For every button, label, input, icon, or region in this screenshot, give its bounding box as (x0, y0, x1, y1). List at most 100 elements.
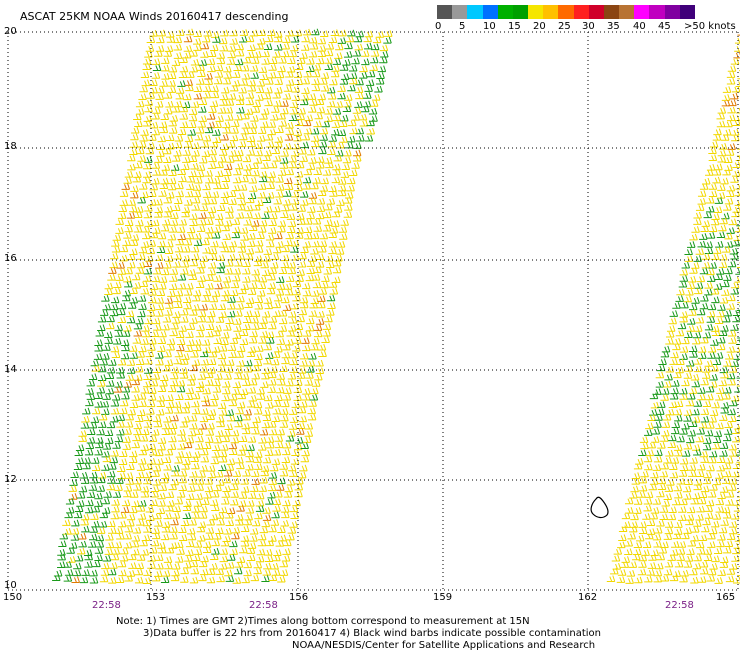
wind-barb (653, 455, 663, 463)
wind-barb (122, 289, 131, 297)
wind-barb (238, 183, 248, 191)
wind-barb (186, 527, 196, 535)
wind-barb (707, 345, 717, 353)
wind-barb (111, 245, 121, 253)
wind-barb (629, 525, 638, 533)
wind-barb (231, 120, 240, 127)
lon-label-156: 156 (289, 592, 309, 603)
wind-barb (58, 540, 67, 548)
wind-barb (118, 569, 127, 577)
wind-barb (258, 175, 268, 183)
wind-barb (263, 297, 273, 304)
wind-barb (302, 330, 312, 337)
scale-swatch-5 (512, 5, 529, 19)
wind-barb (151, 72, 161, 79)
wind-barb (123, 324, 132, 332)
wind-barb (340, 64, 349, 71)
wind-barb (139, 134, 148, 142)
wind-barb (128, 506, 138, 514)
wind-barb (302, 393, 311, 401)
wind-barb (211, 176, 221, 184)
wind-barb (202, 183, 211, 191)
wind-barb (663, 533, 673, 540)
wind-barb (64, 569, 74, 576)
wind-barb (131, 441, 141, 449)
wind-barb (301, 87, 310, 94)
wind-barb (229, 289, 239, 296)
wind-barb (722, 86, 732, 93)
wind-barb (221, 175, 231, 183)
wind-barb (320, 72, 330, 79)
wind-barb (112, 442, 121, 449)
wind-barb (644, 463, 653, 471)
wind-barb (354, 101, 363, 108)
wind-barb (239, 444, 248, 451)
wind-barb (679, 464, 689, 472)
wind-barb (156, 408, 165, 416)
wind-barb (290, 190, 300, 198)
wind-barb (207, 261, 217, 269)
wind-barb (261, 575, 270, 582)
wind-barb (655, 562, 664, 570)
wind-barb (236, 401, 246, 409)
wind-barb (292, 344, 301, 352)
wind-barb (648, 483, 658, 491)
wind-barb (718, 261, 728, 268)
wind-barb (216, 575, 225, 583)
wind-barb (263, 248, 273, 255)
wind-barb (302, 289, 312, 297)
wind-barb (211, 504, 220, 512)
wind-barb (131, 500, 140, 507)
wind-barb (308, 310, 318, 317)
wind-barb (246, 148, 255, 156)
wind-barb (719, 449, 728, 457)
wind-barb (337, 92, 346, 100)
wind-barb (169, 275, 178, 282)
wind-barb (171, 105, 181, 113)
wind-barb (369, 64, 378, 71)
wind-barb (697, 190, 707, 197)
wind-barb (630, 485, 639, 493)
wind-barb (687, 429, 696, 437)
wind-barb (190, 245, 200, 253)
wind-barb (213, 121, 222, 128)
wind-barb (227, 344, 237, 351)
wind-barb (289, 366, 298, 373)
wind-barb (633, 462, 643, 470)
wind-barb (196, 126, 205, 134)
wind-barb (224, 163, 233, 170)
wind-barb (264, 394, 273, 402)
wind-barb (306, 317, 315, 325)
wind-barb (151, 128, 161, 136)
wind-barb (200, 555, 209, 563)
wind-barb (686, 325, 695, 332)
wind-barb (706, 205, 715, 213)
wind-barb (106, 366, 116, 374)
wind-barb (720, 177, 729, 185)
wind-barb (150, 330, 160, 338)
wind-barb (700, 567, 709, 575)
wind-barb (133, 171, 142, 178)
wind-barb (247, 554, 256, 562)
wind-barb (260, 469, 270, 477)
wind-barb (241, 525, 250, 533)
wind-barb (679, 268, 688, 276)
wind-barb (727, 408, 736, 416)
wind-barb (273, 246, 282, 254)
wind-barb (280, 261, 290, 269)
wind-barb (256, 135, 266, 142)
wind-barb (720, 324, 729, 332)
wind-barb (209, 295, 219, 303)
wind-barb (642, 541, 652, 548)
wind-barb (725, 498, 734, 506)
wind-barb (128, 205, 138, 213)
wind-barb (221, 331, 230, 339)
wind-barb (169, 422, 178, 429)
wind-barb (164, 45, 174, 52)
wind-barb (316, 106, 326, 114)
wind-barb (189, 219, 198, 226)
wind-barb (232, 577, 242, 584)
wind-barb (700, 415, 710, 423)
wind-barb (202, 387, 211, 395)
wind-barb (708, 183, 718, 190)
